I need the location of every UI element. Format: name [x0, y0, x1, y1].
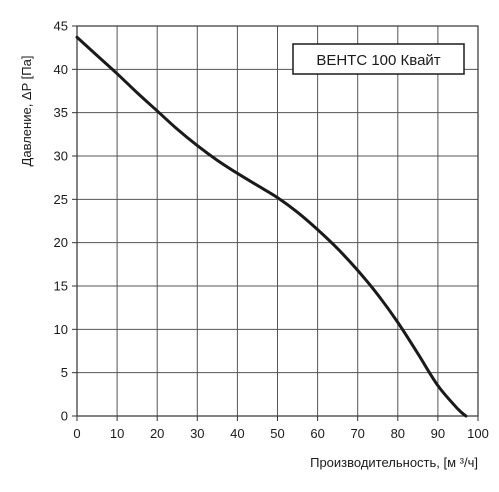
x-tick-label: 80	[391, 426, 405, 441]
y-tick-label: 25	[54, 192, 68, 207]
y-axis-label: Давление, ΔP [Па]	[19, 56, 34, 167]
x-tick-label: 30	[190, 426, 204, 441]
y-tick-label: 5	[61, 365, 68, 380]
legend-label: ВЕНТС 100 Квайт	[316, 52, 440, 69]
y-tick-label: 35	[54, 105, 68, 120]
y-tick-label: 20	[54, 235, 68, 250]
legend-frame	[292, 43, 465, 75]
legend-box: ВЕНТС 100 Квайт	[292, 43, 465, 75]
y-axis-ticks: 0 5 10 15 20 25 30 35 40 45	[54, 19, 77, 424]
x-tick-label: 20	[150, 426, 164, 441]
x-axis-label: Производительность, [м ³/ч]	[310, 455, 478, 470]
x-tick-label: 40	[230, 426, 244, 441]
x-tick-label: 0	[73, 426, 80, 441]
y-tick-label: 40	[54, 62, 68, 77]
y-tick-label: 15	[54, 279, 68, 294]
x-tick-label: 60	[310, 426, 324, 441]
x-tick-label: 50	[270, 426, 284, 441]
y-tick-label: 0	[61, 409, 68, 424]
x-tick-label: 90	[431, 426, 445, 441]
x-tick-label: 100	[467, 426, 489, 441]
y-tick-label: 10	[54, 322, 68, 337]
x-tick-label: 70	[350, 426, 364, 441]
y-tick-label: 45	[54, 19, 68, 34]
x-tick-label: 10	[110, 426, 124, 441]
x-axis-ticks: 0 10 20 30 40 50 60 70 80 90 100	[73, 416, 489, 441]
series-line	[75, 35, 468, 418]
y-tick-label: 30	[54, 149, 68, 164]
